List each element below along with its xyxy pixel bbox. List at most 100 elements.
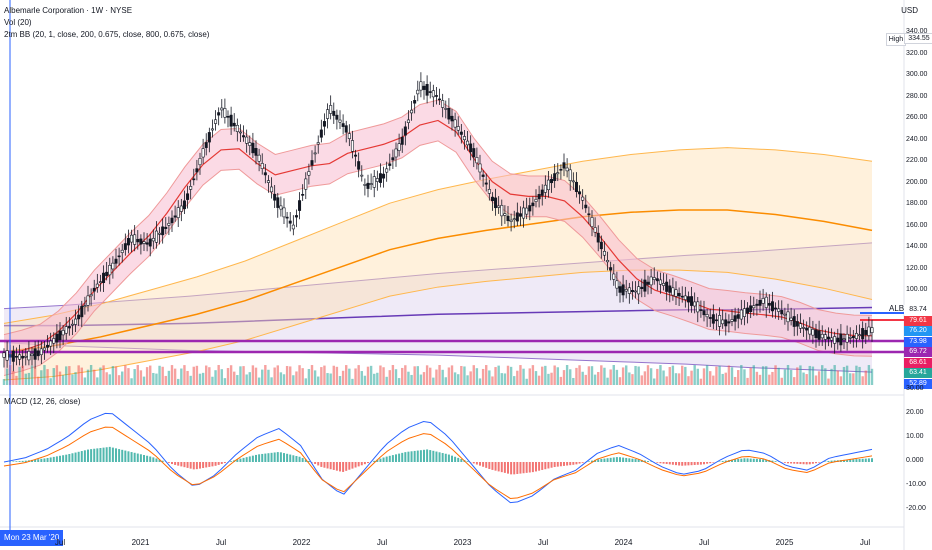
candle-body [494,197,498,209]
macd-hist-bar [143,455,145,462]
macd-hist-bar [24,460,27,462]
candle-body [851,335,855,339]
volume-bar [777,367,780,385]
volume-bar [503,373,507,385]
candle-body [120,249,124,253]
volume-bar [114,366,118,385]
time-axis-label: 2022 [292,538,311,547]
candle-body [366,182,370,189]
volume-bar [223,378,227,385]
macd-hist-bar [292,455,295,462]
macd-hist-bar [678,462,681,466]
macd-hist-bar [136,453,139,462]
candle-body [864,330,868,335]
volume-bar [615,369,619,385]
candle-body [434,95,438,97]
candle-body [702,310,706,316]
candle-body [123,243,127,250]
candle-body [621,284,625,296]
price-axis-label: 140.00 [906,243,928,250]
volume-bar [142,376,146,385]
candle-body [285,216,289,219]
candle-body [438,98,442,101]
macd-hist-bar [360,462,363,466]
volume-bar [606,377,609,385]
volume-bar [12,370,15,385]
macd-hist-bar [818,462,821,463]
bb200-lower [3,269,873,381]
macd-hist-bar [622,457,625,462]
candle-body [662,283,666,286]
candle-body [154,230,158,243]
macd-hist-bar [373,460,376,462]
macd-hist-bar [429,450,432,462]
macd-hist-bar [752,458,755,462]
macd-hist-bar [202,462,205,469]
macd-hist-bar [737,459,740,462]
volume-bar [33,367,37,385]
macd-hist-bar [830,460,833,462]
macd-hist-bar [709,462,712,464]
candle-body [326,109,330,119]
volume-bar [86,369,90,385]
volume-bar [429,367,432,385]
candle-body [214,119,218,124]
volume-bar [730,367,734,385]
macd-hist-bar [771,460,774,462]
volume-bar [718,365,721,385]
macd-hist-bar [852,459,855,462]
candle-body [487,189,491,194]
volume-bar [475,368,479,385]
volume-bar [310,365,314,385]
macd-hist-bar [423,449,425,462]
macd-hist-bar [849,459,852,462]
volume-bar [534,371,538,385]
candle-body [2,352,6,358]
candle-body [699,309,703,311]
candle-body [578,191,582,195]
candle-body [382,173,386,179]
candle-body [347,133,351,139]
volume-bar [696,368,699,385]
volume-bar [506,365,510,385]
macd-hist-bar [354,462,357,468]
candle-body [708,317,712,319]
volume-bar [522,368,525,385]
candle-body [646,281,650,285]
candle-body [833,336,837,344]
candle-body [164,226,168,229]
macd-hist-bar [223,462,226,464]
macd-hist-bar [127,451,130,462]
macd-hist-bar [289,454,292,462]
volume-bar [289,366,292,385]
candle-body [98,281,102,283]
volume-bar [662,370,665,385]
candle-body [466,140,470,146]
macd-hist-bar [251,455,254,462]
macd-hist-bar [603,458,606,462]
candle-body [674,289,678,297]
macd-hist-bar [802,462,805,465]
macd-hist-bar [376,459,379,462]
candle-body [232,122,236,127]
volume-bar [373,373,376,385]
macd-hist-bar [108,446,111,462]
volume-bar [494,367,497,385]
bb20-basis [3,119,873,356]
volume-bar [761,366,765,385]
candle-body [808,326,812,335]
volume-bar [768,374,771,385]
macd-hist-bar [858,458,861,462]
candle-body [46,344,50,348]
macd-axis-label: 10.00 [906,433,924,440]
macd-hist-bar [811,462,814,464]
volume-bar [447,367,451,385]
volume-bar [233,371,236,385]
price-axis-label: 100.00 [906,286,928,293]
macd-hist-bar [485,462,488,468]
macd-hist-bar [404,452,407,462]
candle-body [515,212,519,222]
macd-hist-bar [133,452,136,462]
candle-body [270,186,274,193]
